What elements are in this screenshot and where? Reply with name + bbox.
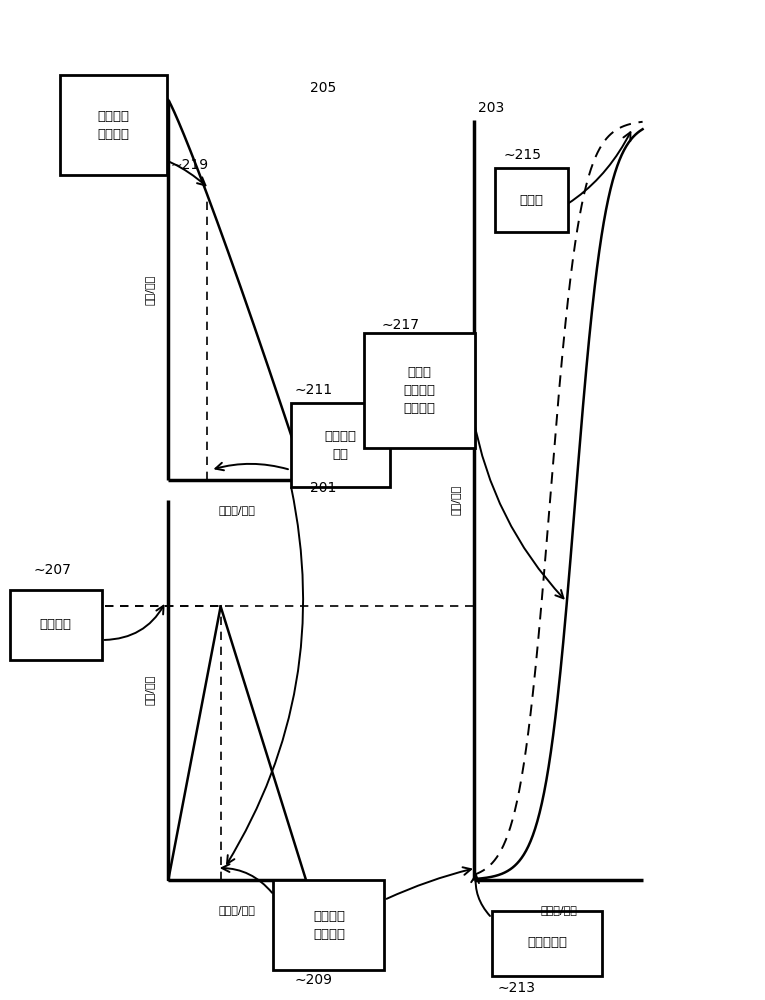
Text: 最佳流量
速度: 最佳流量 速度 [324,430,356,460]
Text: ∼213: ∼213 [497,981,536,995]
FancyBboxPatch shape [364,332,474,448]
Text: ∼215: ∼215 [503,148,542,162]
Text: 车辆数/英里: 车辆数/英里 [219,905,256,915]
Text: 无限大车距: 无限大车距 [527,936,567,950]
Text: 最佳速度
下的流量: 最佳速度 下的流量 [97,109,129,140]
Text: 零车距: 零车距 [519,194,544,207]
Text: 203: 203 [478,101,504,115]
FancyBboxPatch shape [10,590,102,660]
Text: 自适应
滤波后的
密度曲线: 自适应 滤波后的 密度曲线 [403,365,435,414]
Text: ∼211: ∼211 [295,383,333,397]
Text: ∼209: ∼209 [295,973,333,987]
Text: ∼219: ∼219 [171,158,209,172]
Text: ∼207: ∼207 [33,563,71,577]
Text: 201: 201 [310,481,336,495]
Text: 车辆数/英里: 车辆数/英里 [540,905,577,915]
FancyBboxPatch shape [274,880,384,970]
Text: 最佳流量
下的密度: 最佳流量 下的密度 [313,910,345,940]
Text: 流量/小时: 流量/小时 [144,675,155,705]
Text: 最大流量: 最大流量 [40,618,72,632]
FancyBboxPatch shape [496,167,568,232]
FancyBboxPatch shape [60,75,167,175]
Text: ∼217: ∼217 [381,318,419,332]
Text: 英里/分钟: 英里/分钟 [144,275,155,305]
Text: 车辆数/英里: 车辆数/英里 [219,505,256,515]
Text: 流量/小时: 流量/小时 [450,485,461,515]
FancyBboxPatch shape [491,910,603,976]
FancyBboxPatch shape [291,402,390,487]
Text: 205: 205 [310,81,336,95]
